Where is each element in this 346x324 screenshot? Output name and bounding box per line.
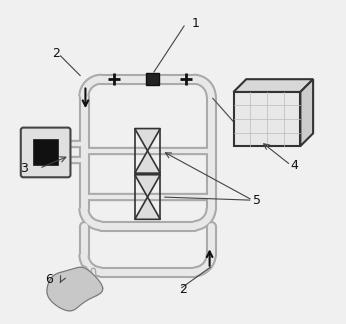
FancyBboxPatch shape [234,92,300,146]
Text: 2: 2 [52,47,60,60]
Text: 3: 3 [20,162,28,175]
FancyBboxPatch shape [21,128,71,177]
Polygon shape [300,79,313,146]
Polygon shape [135,175,160,197]
Bar [146,74,159,85]
Text: 6: 6 [46,273,54,286]
Text: 2: 2 [179,283,187,296]
Polygon shape [47,267,103,311]
Text: 5: 5 [253,194,261,207]
Text: 1: 1 [192,17,200,30]
Polygon shape [135,151,160,173]
Polygon shape [135,197,160,219]
Text: 4: 4 [291,159,299,172]
Polygon shape [234,79,313,92]
FancyBboxPatch shape [34,140,58,165]
Polygon shape [135,129,160,151]
